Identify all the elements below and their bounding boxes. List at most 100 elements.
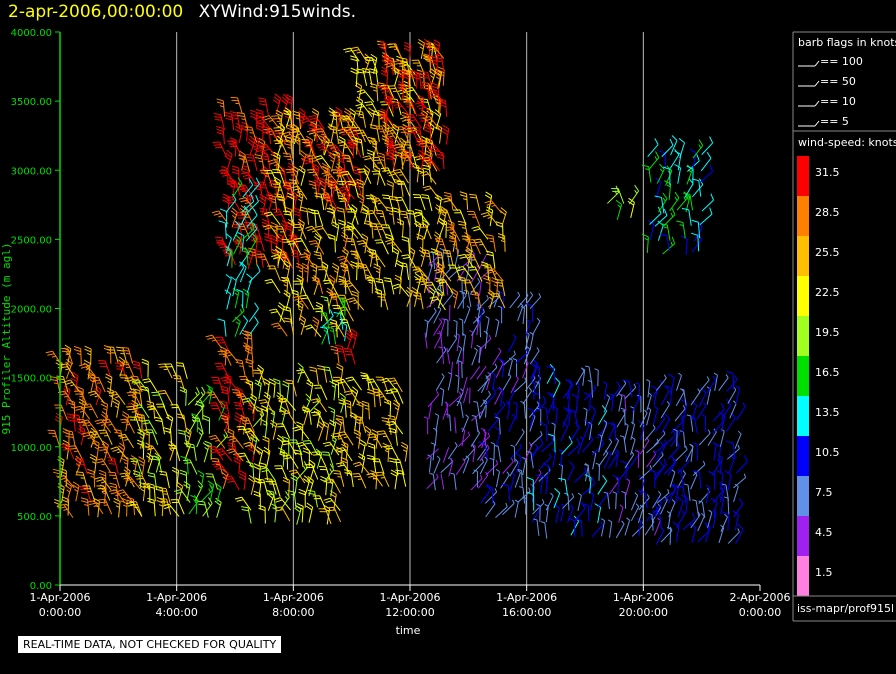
wind-barb [373,165,381,186]
barb-staff [179,375,186,392]
barb-flag [394,196,402,199]
barb-flag [175,491,183,495]
wind-barb [171,466,180,487]
wind-barb [304,464,319,480]
barb-staff [373,277,379,294]
barb-flag [268,381,276,386]
wind-barb [119,472,135,488]
barb-flag [227,442,235,445]
barb-half-flag [53,382,59,385]
barb-staff [183,415,188,432]
barb-flag [172,466,179,471]
barb-flag [105,373,113,378]
wind-barb [214,497,222,518]
barb-flag [67,419,75,422]
wind-barb [87,373,98,392]
barb-staff [361,103,373,118]
barb-flag [336,378,344,382]
barb-staff [442,293,454,307]
barb-staff [393,377,403,393]
barb-flag [351,389,358,395]
barb-flag [361,67,370,71]
barb-half-flag [249,436,254,440]
wind-barb [211,457,224,475]
wind-barb [476,344,481,364]
barb-staff [339,471,345,487]
barb-half-flag [208,388,213,392]
wind-barb [176,362,188,379]
wind-barb [47,429,60,447]
barb-flag [234,404,242,407]
barb-half-flag [239,309,243,314]
wind-barb [96,485,111,501]
barb-half-flag [373,89,378,92]
wind-barb [381,135,389,155]
barb-staff [105,429,113,446]
wind-barb [322,441,340,456]
barb-half-flag [123,462,128,465]
barb-flag [142,429,150,433]
barb-flag [358,455,365,461]
barb-staff [182,363,188,379]
barb-flag [375,278,383,281]
barb-flag [216,101,224,105]
wind-barb [318,508,332,525]
barb-half-flag [107,380,112,384]
barb-flag [143,422,151,425]
barb-half-flag [330,159,335,163]
barb-flag [394,171,402,174]
wind-barb [126,405,141,422]
barb-half-flag [304,270,309,273]
barb-staff [381,472,390,487]
wind-barb [113,497,121,518]
barb-flag [159,490,167,492]
wind-barb [321,420,330,441]
barb-flag [263,394,270,400]
barb-flag [314,195,322,198]
barb-staff [357,46,367,61]
barb-half-flag [117,451,122,454]
barb-flag [310,398,318,401]
barb-half-flag [359,185,364,189]
wind-barb [322,279,338,295]
barb-flag [204,443,212,448]
wind-barb [132,360,143,379]
barb-flag [244,176,252,180]
wind-barb [267,265,281,281]
barb-flag [162,503,170,507]
barb-staff [438,278,442,295]
barb-flag [217,368,225,370]
barb-flag [94,419,102,422]
barb-flag [353,172,361,176]
wind-barb [462,376,468,393]
barb-half-flag [364,61,369,65]
barb-half-flag [343,260,348,263]
barb-flag [254,382,262,387]
barb-flag [274,129,282,132]
barb-flag [335,418,342,423]
barb-flag [219,400,227,403]
barb-staff [54,430,60,447]
barb-flag [367,391,375,395]
barb-flag [141,361,149,366]
barb-flag [336,157,344,160]
barb-flag [322,441,330,445]
barb-flag [220,388,228,392]
barb-flag [297,362,304,369]
barb-staff [381,279,386,296]
wind-barb [419,171,437,185]
barb-half-flag [313,160,318,162]
barb-flag [133,366,141,370]
wind-barb [214,448,233,462]
barb-flag [216,128,224,132]
barb-flag [387,85,395,87]
barb-flag [336,207,344,210]
wind-barb [219,400,230,419]
barb-half-flag [218,215,223,218]
barb-flag [253,208,258,216]
wind-barb [441,124,450,145]
barb-flag [265,196,272,202]
barb-flag [225,478,233,481]
barb-flag [294,428,302,432]
barb-flag [79,486,87,488]
